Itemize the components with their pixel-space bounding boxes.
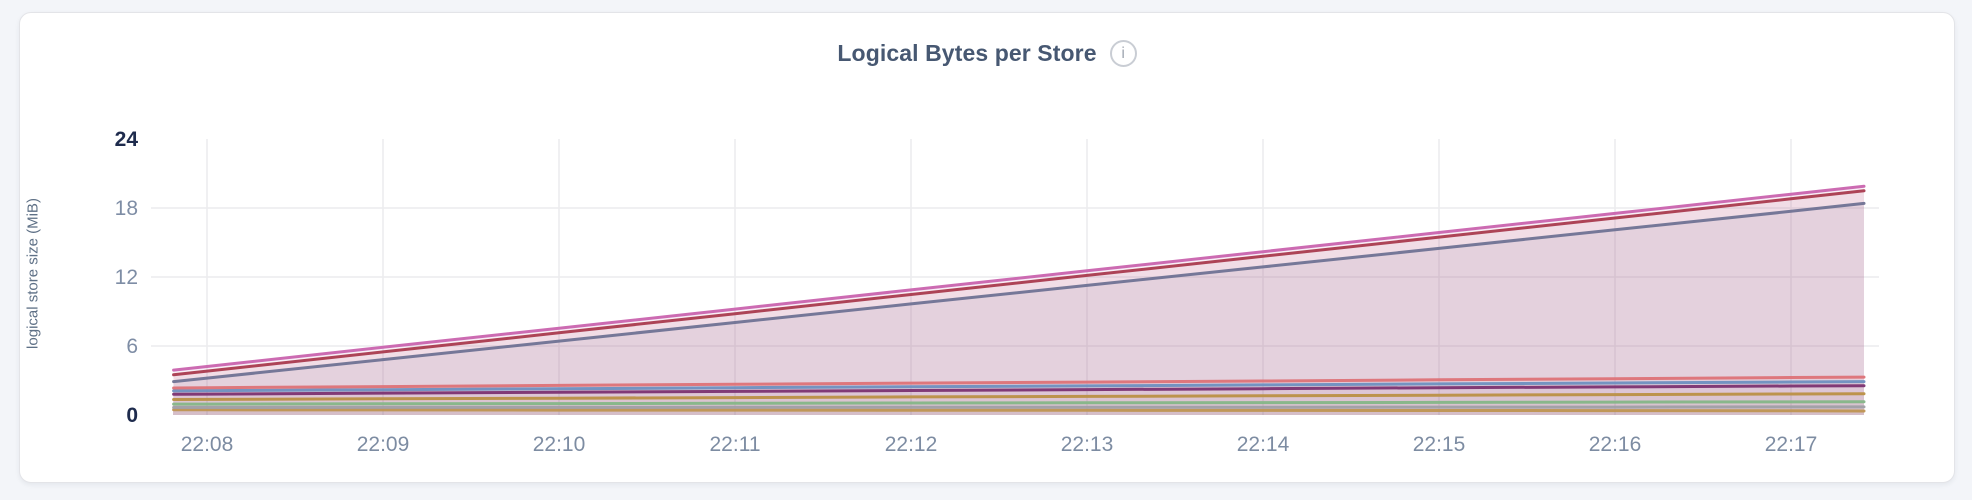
series-line-store-2[interactable] <box>172 189 1866 377</box>
line-layer <box>172 184 1866 413</box>
series-line-store-9[interactable] <box>172 405 1866 409</box>
chart-title: Logical Bytes per Store <box>837 40 1097 66</box>
line-chart[interactable]: 0 6 12 18 24 22:08 22:09 22:10 22:11 22:12 22:13 22… <box>20 13 1956 484</box>
series-line-store-10[interactable] <box>172 408 1866 413</box>
x-axis-tick-label: 22:15 <box>1413 433 1466 456</box>
series-line-store-5[interactable] <box>172 380 1866 393</box>
series-line-store-7[interactable] <box>172 392 1866 401</box>
info-icon[interactable]: i <box>1109 40 1137 67</box>
x-axis-tick-label: 22:08 <box>181 433 234 456</box>
x-axis-tick-label: 22:09 <box>357 433 410 456</box>
x-axis-tick-label: 22:13 <box>1061 433 1114 456</box>
series-area-store-3 <box>173 203 1864 415</box>
series-line-store-4[interactable] <box>172 375 1866 390</box>
axis-label-layer: 0 6 12 18 24 22:08 22:09 22:10 22:11 22:12 22:13 22… <box>115 128 1818 456</box>
series-line-store-1[interactable] <box>172 184 1866 372</box>
y-axis-tick-label: 18 <box>115 197 138 220</box>
grid-layer <box>151 139 1879 415</box>
x-axis-tick-label: 22:16 <box>1589 433 1642 456</box>
x-axis-tick-label: 22:10 <box>533 433 586 456</box>
x-axis-tick-label: 22:11 <box>710 433 761 456</box>
chart-header: Logical Bytes per Store i <box>20 40 1954 67</box>
y-axis-tick-label: 12 <box>115 266 138 289</box>
series-area-store-1 <box>173 186 1864 415</box>
chart-card: Logical Bytes per Store i logical store … <box>19 12 1955 483</box>
series-line-store-6[interactable] <box>172 384 1866 396</box>
area-layer <box>173 186 1864 415</box>
x-axis-tick-label: 22:12 <box>885 433 938 456</box>
series-line-store-8[interactable] <box>172 400 1866 406</box>
y-axis-tick-label: 0 <box>126 404 138 427</box>
y-axis-tick-label: 6 <box>126 335 138 358</box>
x-axis-tick-label: 22:14 <box>1237 433 1290 456</box>
series-line-store-3[interactable] <box>172 201 1866 384</box>
y-axis-tick-label: 24 <box>115 128 139 151</box>
x-axis-tick-label: 22:17 <box>1765 433 1818 456</box>
